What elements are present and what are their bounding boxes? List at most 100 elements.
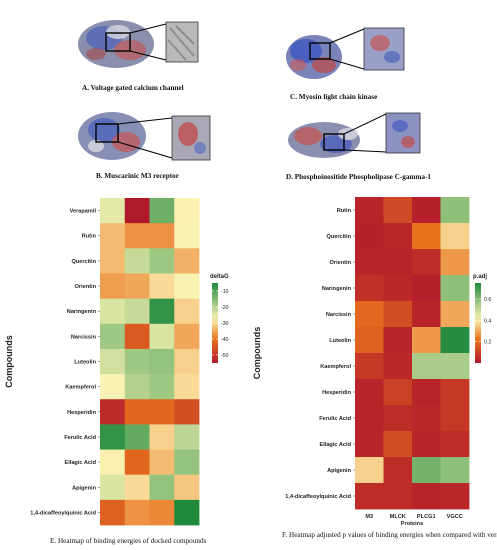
heatmap-cell (174, 499, 200, 526)
zoom-box (323, 133, 345, 151)
heatmap-cell (440, 275, 470, 302)
structure-caption-a: A. Voltage gated calcium channel (82, 84, 184, 92)
zoom-box (105, 32, 131, 52)
column-label: VGCC (447, 514, 463, 520)
protein-surface (78, 20, 154, 68)
heatmap-cell (149, 399, 175, 425)
heatmap-cell (174, 474, 200, 501)
heatmap-cell (440, 197, 470, 224)
heatmap-cell (149, 248, 175, 274)
heatmap-cell (412, 223, 441, 250)
heatmap-cell (355, 249, 384, 276)
heatmap-cell (440, 379, 470, 406)
row-label: Naringenin (67, 309, 97, 315)
row-label: Naringenin (322, 286, 352, 292)
heatmap-cell (124, 223, 150, 249)
legend-title: deltaG (210, 274, 229, 280)
heatmap-cell (100, 474, 126, 501)
heatmap-cell (100, 348, 126, 375)
heatmap-cell (124, 248, 150, 274)
heatmap-cell (174, 323, 200, 350)
heatmap-cell (383, 483, 413, 510)
row-label: Verapamil (70, 209, 97, 215)
heatmap-cell (174, 399, 200, 425)
heatmap-cell (412, 431, 441, 458)
heatmap-cell (174, 223, 200, 249)
heatmap-cell (440, 223, 470, 250)
heatmap-cell (355, 457, 384, 484)
heatmap-cell (124, 499, 150, 526)
heatmap-cell (355, 483, 384, 510)
protein-structure-a-image (78, 20, 199, 68)
heatmap-cell (412, 457, 441, 484)
heatmap-cell (149, 273, 175, 300)
heatmap-cell (100, 424, 126, 450)
row-label: Orientin (330, 260, 352, 266)
heatmap-cell (174, 273, 200, 300)
heatmap-cell (440, 457, 470, 484)
legend-tick-label: -10 (221, 289, 229, 295)
zoom-inset (385, 112, 421, 154)
heatmap-cell (383, 197, 413, 224)
heatmap-cell (100, 223, 126, 249)
heatmap-cell (440, 483, 470, 510)
heatmap-cell (412, 301, 441, 328)
column-label: PLCG1 (417, 514, 436, 520)
heatmap-cell (412, 353, 441, 380)
heatmap-cell (174, 374, 200, 400)
x-axis-title: Proteins (401, 521, 423, 527)
heatmap-cell (412, 379, 441, 406)
row-label: Ellagic Acid (319, 442, 351, 448)
heatmap-cell (355, 301, 384, 328)
structure-caption-c: C. Myosin light chain kinase (290, 93, 378, 101)
row-label: Narcissin (71, 334, 97, 340)
legend-tick-label: 0.2 (484, 340, 491, 346)
row-label: Quercitin (71, 259, 96, 265)
legend-tick-label: -50 (221, 353, 229, 359)
heatmap-cell (355, 327, 384, 354)
heatmap-cell (355, 223, 384, 250)
row-label: Apigenin (72, 485, 97, 491)
heatmap-cell (440, 249, 470, 276)
row-label: 1,4-dicaffeoylquinic Acid (30, 510, 96, 516)
heatmap-cell (355, 275, 384, 302)
y-axis-title: Compounds (252, 327, 262, 380)
legend-tick-label: -30 (221, 321, 229, 327)
protein-surface (78, 112, 146, 160)
heatmap-cell (100, 273, 126, 300)
heatmap-cell (124, 424, 150, 450)
row-label: Quercitin (326, 234, 351, 240)
row-label: Hesperidin (322, 390, 351, 396)
heatmap-f-caption: F. Heatmap adjusted p values of binding … (282, 531, 497, 539)
heatmap-cell (412, 405, 441, 432)
heatmap-cell (174, 424, 200, 450)
structure-caption-b: B. Muscarinic M3 receptor (96, 172, 179, 180)
heatmap-cell (355, 405, 384, 432)
row-label: Luteolin (329, 338, 351, 344)
heatmap-cell (440, 327, 470, 354)
heatmap-cell (149, 449, 175, 476)
legend-tick-label: -40 (221, 337, 229, 343)
heatmap-cell (149, 323, 175, 350)
heatmap-cell (383, 457, 413, 484)
y-axis-title: Compounds (4, 335, 14, 388)
heatmap-cell (355, 431, 384, 458)
heatmap-cell (100, 248, 126, 274)
heatmap-cell (383, 379, 413, 406)
row-label: 1,4-dicaffeoylquinic Acid (285, 494, 351, 500)
legend-colorbar (212, 283, 218, 363)
row-label: Luteolin (74, 360, 96, 366)
heatmap-cell (124, 399, 150, 425)
heatmap-cell (440, 431, 470, 458)
heatmap-cell (100, 323, 126, 350)
heatmap-cell (149, 474, 175, 501)
heatmap-cell (412, 275, 441, 302)
heatmap-cell (149, 424, 175, 450)
zoom-box (95, 123, 119, 143)
row-label: Rutin (82, 234, 97, 240)
heatmap-cell (149, 348, 175, 375)
column-label: MLCK (390, 514, 406, 520)
row-label: Narcissin (326, 312, 352, 318)
heatmap-cell (412, 483, 441, 510)
heatmap-cell (440, 301, 470, 328)
